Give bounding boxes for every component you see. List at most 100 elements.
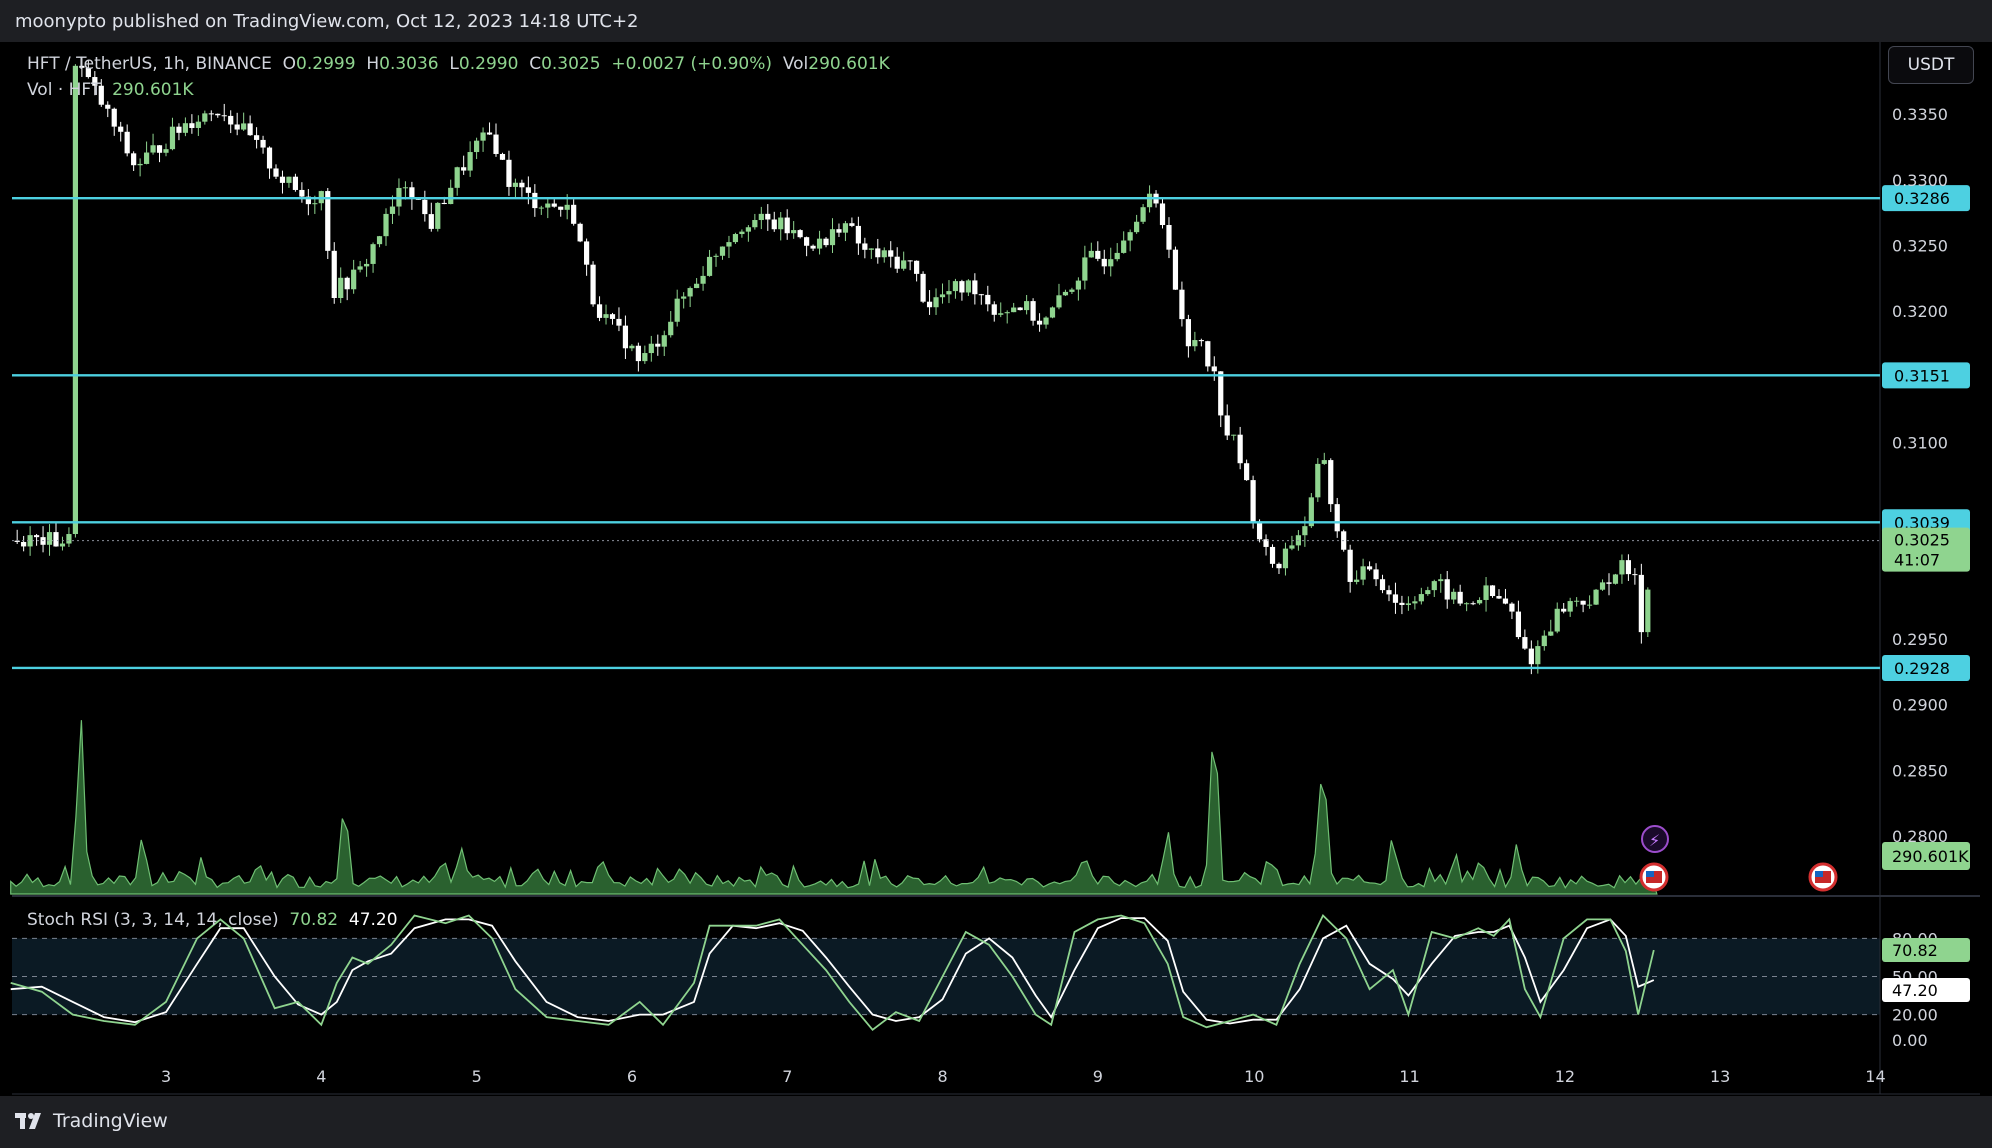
candle-body <box>700 275 706 284</box>
candle-body <box>1289 545 1295 549</box>
candle-body <box>1224 415 1230 436</box>
candle-body <box>1140 207 1146 222</box>
candle-body <box>674 298 680 322</box>
candle-body <box>719 246 726 256</box>
candle-body <box>221 115 227 117</box>
candle-body <box>260 139 266 148</box>
candle-body <box>545 203 551 208</box>
candle-body <box>1159 203 1166 226</box>
chart-frame[interactable] <box>12 42 1980 1094</box>
candle-body <box>648 343 654 354</box>
candle-body <box>635 345 641 362</box>
x-tick-5: 8 <box>938 1067 948 1086</box>
price-tick-2: 0.3250 <box>1892 236 1948 255</box>
candle-body <box>512 182 519 187</box>
candle-body <box>771 219 777 230</box>
candle-body <box>1464 603 1470 605</box>
candle-body <box>1574 600 1580 602</box>
x-tick-7: 10 <box>1244 1067 1264 1086</box>
x-tick-8: 11 <box>1399 1067 1419 1086</box>
candle-body <box>1062 291 1069 296</box>
candle-body <box>875 248 881 258</box>
candle-body <box>1476 599 1483 604</box>
close-label: C <box>529 54 542 74</box>
candle-body <box>1056 295 1062 308</box>
candle-body <box>1276 563 1282 569</box>
candle-body <box>1386 590 1392 595</box>
high-value: 0.3036 <box>379 54 439 74</box>
candle-body <box>1418 594 1424 602</box>
candle-body <box>441 202 447 205</box>
footer-brand[interactable]: TradingView <box>15 1110 168 1132</box>
candle-body <box>357 266 363 270</box>
candle-body <box>1082 257 1088 281</box>
x-tick-1: 4 <box>316 1067 326 1086</box>
volume-legend-title[interactable]: Vol · HFT <box>27 80 102 100</box>
candle-body <box>1075 280 1081 290</box>
candle-body <box>266 147 273 169</box>
candle-body <box>1237 434 1243 464</box>
candle-body <box>726 242 732 247</box>
currency-button[interactable]: USDT <box>1888 46 1974 84</box>
price-tick-4: 0.3100 <box>1892 433 1948 452</box>
candle-body <box>1269 546 1276 564</box>
price-tick-1: 0.3300 <box>1892 171 1948 190</box>
candle-body <box>1451 591 1457 600</box>
candle-body <box>1030 301 1036 321</box>
candle-body <box>952 281 959 292</box>
candle-body <box>972 280 978 295</box>
level-label-1: 0.3151 <box>1894 366 1950 385</box>
candle-body <box>571 204 577 224</box>
candle-body <box>195 121 201 128</box>
candle-body <box>642 353 648 362</box>
x-tick-6: 9 <box>1093 1067 1103 1086</box>
candle-body <box>1179 289 1185 320</box>
candle-body <box>59 543 66 547</box>
candle-body <box>1496 596 1502 599</box>
candle-body <box>836 229 842 233</box>
candle-body <box>118 126 124 132</box>
publish-text: moonypto published on TradingView.com, O… <box>15 11 639 32</box>
candle-body <box>907 260 913 262</box>
candle-body <box>829 229 836 246</box>
high-label: H <box>366 54 380 74</box>
candle-body <box>1036 320 1043 325</box>
candle-body <box>1334 504 1340 532</box>
candle-body <box>1114 252 1120 260</box>
candle-body <box>1205 341 1211 367</box>
candle-body <box>1586 604 1593 606</box>
candle-body <box>584 241 590 265</box>
volume-legend: Vol · HFT 290.601K <box>27 80 194 100</box>
candle-body <box>1548 631 1554 636</box>
candle-body <box>1554 608 1560 632</box>
x-tick-2: 5 <box>472 1067 482 1086</box>
stoch-title[interactable]: Stoch RSI (3, 3, 14, 14, close) <box>27 910 279 930</box>
candle-body <box>1580 600 1586 605</box>
candle-body <box>823 238 829 246</box>
stoch-d-bg <box>1882 978 1970 1003</box>
candle-body <box>609 314 616 319</box>
x-tick-0: 3 <box>161 1067 171 1086</box>
candle-body <box>655 343 661 347</box>
candle-body <box>189 123 195 128</box>
candle-body <box>1302 526 1308 536</box>
candle-body <box>1567 601 1573 612</box>
candle-body <box>1392 594 1399 603</box>
candle-body <box>46 532 53 545</box>
candle-body <box>991 304 997 315</box>
candle-body <box>389 206 396 214</box>
last-price-countdown: 41:07 <box>1894 551 1940 570</box>
candle-body <box>629 345 635 349</box>
symbol-title[interactable]: HFT / TetherUS, 1h, BINANCE <box>27 54 272 74</box>
footer-brand-text: TradingView <box>53 1110 168 1132</box>
candle-body <box>480 132 486 141</box>
flash-event-icon[interactable] <box>1641 825 1669 853</box>
candle-body <box>1146 193 1153 208</box>
candle-body <box>551 203 557 207</box>
vol-value: 290.601K <box>808 54 890 74</box>
candle-body <box>1438 579 1444 582</box>
candle-body <box>1632 574 1638 576</box>
candle-body <box>532 192 538 209</box>
candle-body <box>1101 258 1107 267</box>
